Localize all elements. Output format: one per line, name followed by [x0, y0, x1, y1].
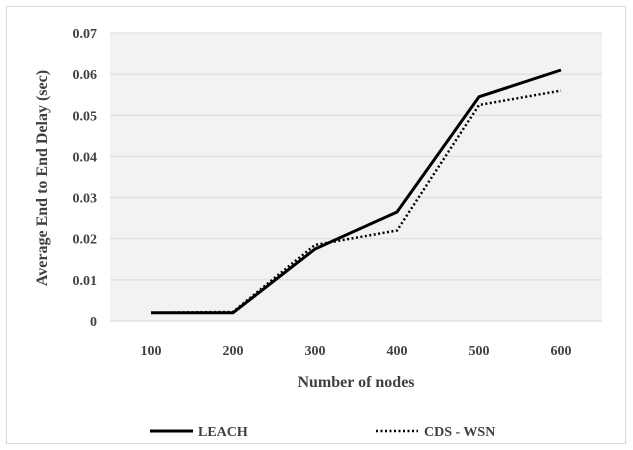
- x-tick-label: 100: [141, 344, 162, 359]
- series-line-cds-wsn: [150, 89, 562, 315]
- y-tick-label: 0: [90, 315, 97, 330]
- x-axis-title: Number of nodes: [297, 374, 414, 391]
- x-tick-label: 400: [387, 344, 408, 359]
- plot-area: [110, 33, 602, 321]
- y-tick-label: 0.05: [73, 109, 98, 124]
- y-tick-labels: 0 0.01 0.02 0.03 0.04 0.05 0.06 0.07: [73, 27, 98, 330]
- y-tick-label: 0.06: [73, 68, 98, 83]
- legend-label-cds-wsn: CDS - WSN: [424, 425, 495, 440]
- series-lines: [150, 68, 562, 315]
- y-tick-label: 0.01: [73, 274, 98, 289]
- x-tick-label: 300: [305, 344, 326, 359]
- y-axis-title: Average End to End Delay (sec): [34, 70, 51, 286]
- x-tick-labels: 100 200 300 400 500 600: [141, 344, 572, 359]
- y-tick-label: 0.04: [73, 150, 98, 165]
- y-tick-label: 0.03: [73, 192, 98, 207]
- legend: LEACH CDS - WSN: [150, 425, 495, 440]
- x-tick-label: 200: [223, 344, 244, 359]
- y-tick-label: 0.07: [73, 27, 98, 42]
- y-tick-label: 0.02: [73, 233, 98, 248]
- x-tick-label: 600: [551, 344, 572, 359]
- x-tick-label: 500: [469, 344, 490, 359]
- gridlines: [110, 32, 602, 322]
- legend-label-leach: LEACH: [198, 425, 248, 440]
